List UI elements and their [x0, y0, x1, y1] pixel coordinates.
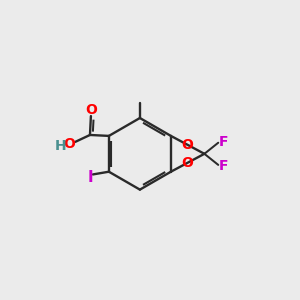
Text: I: I [87, 170, 93, 185]
Text: H: H [55, 139, 66, 152]
Text: F: F [219, 159, 228, 172]
Text: O: O [182, 138, 194, 152]
Text: O: O [182, 156, 194, 170]
Text: O: O [64, 137, 76, 151]
Text: O: O [85, 103, 97, 117]
Text: F: F [219, 135, 228, 149]
